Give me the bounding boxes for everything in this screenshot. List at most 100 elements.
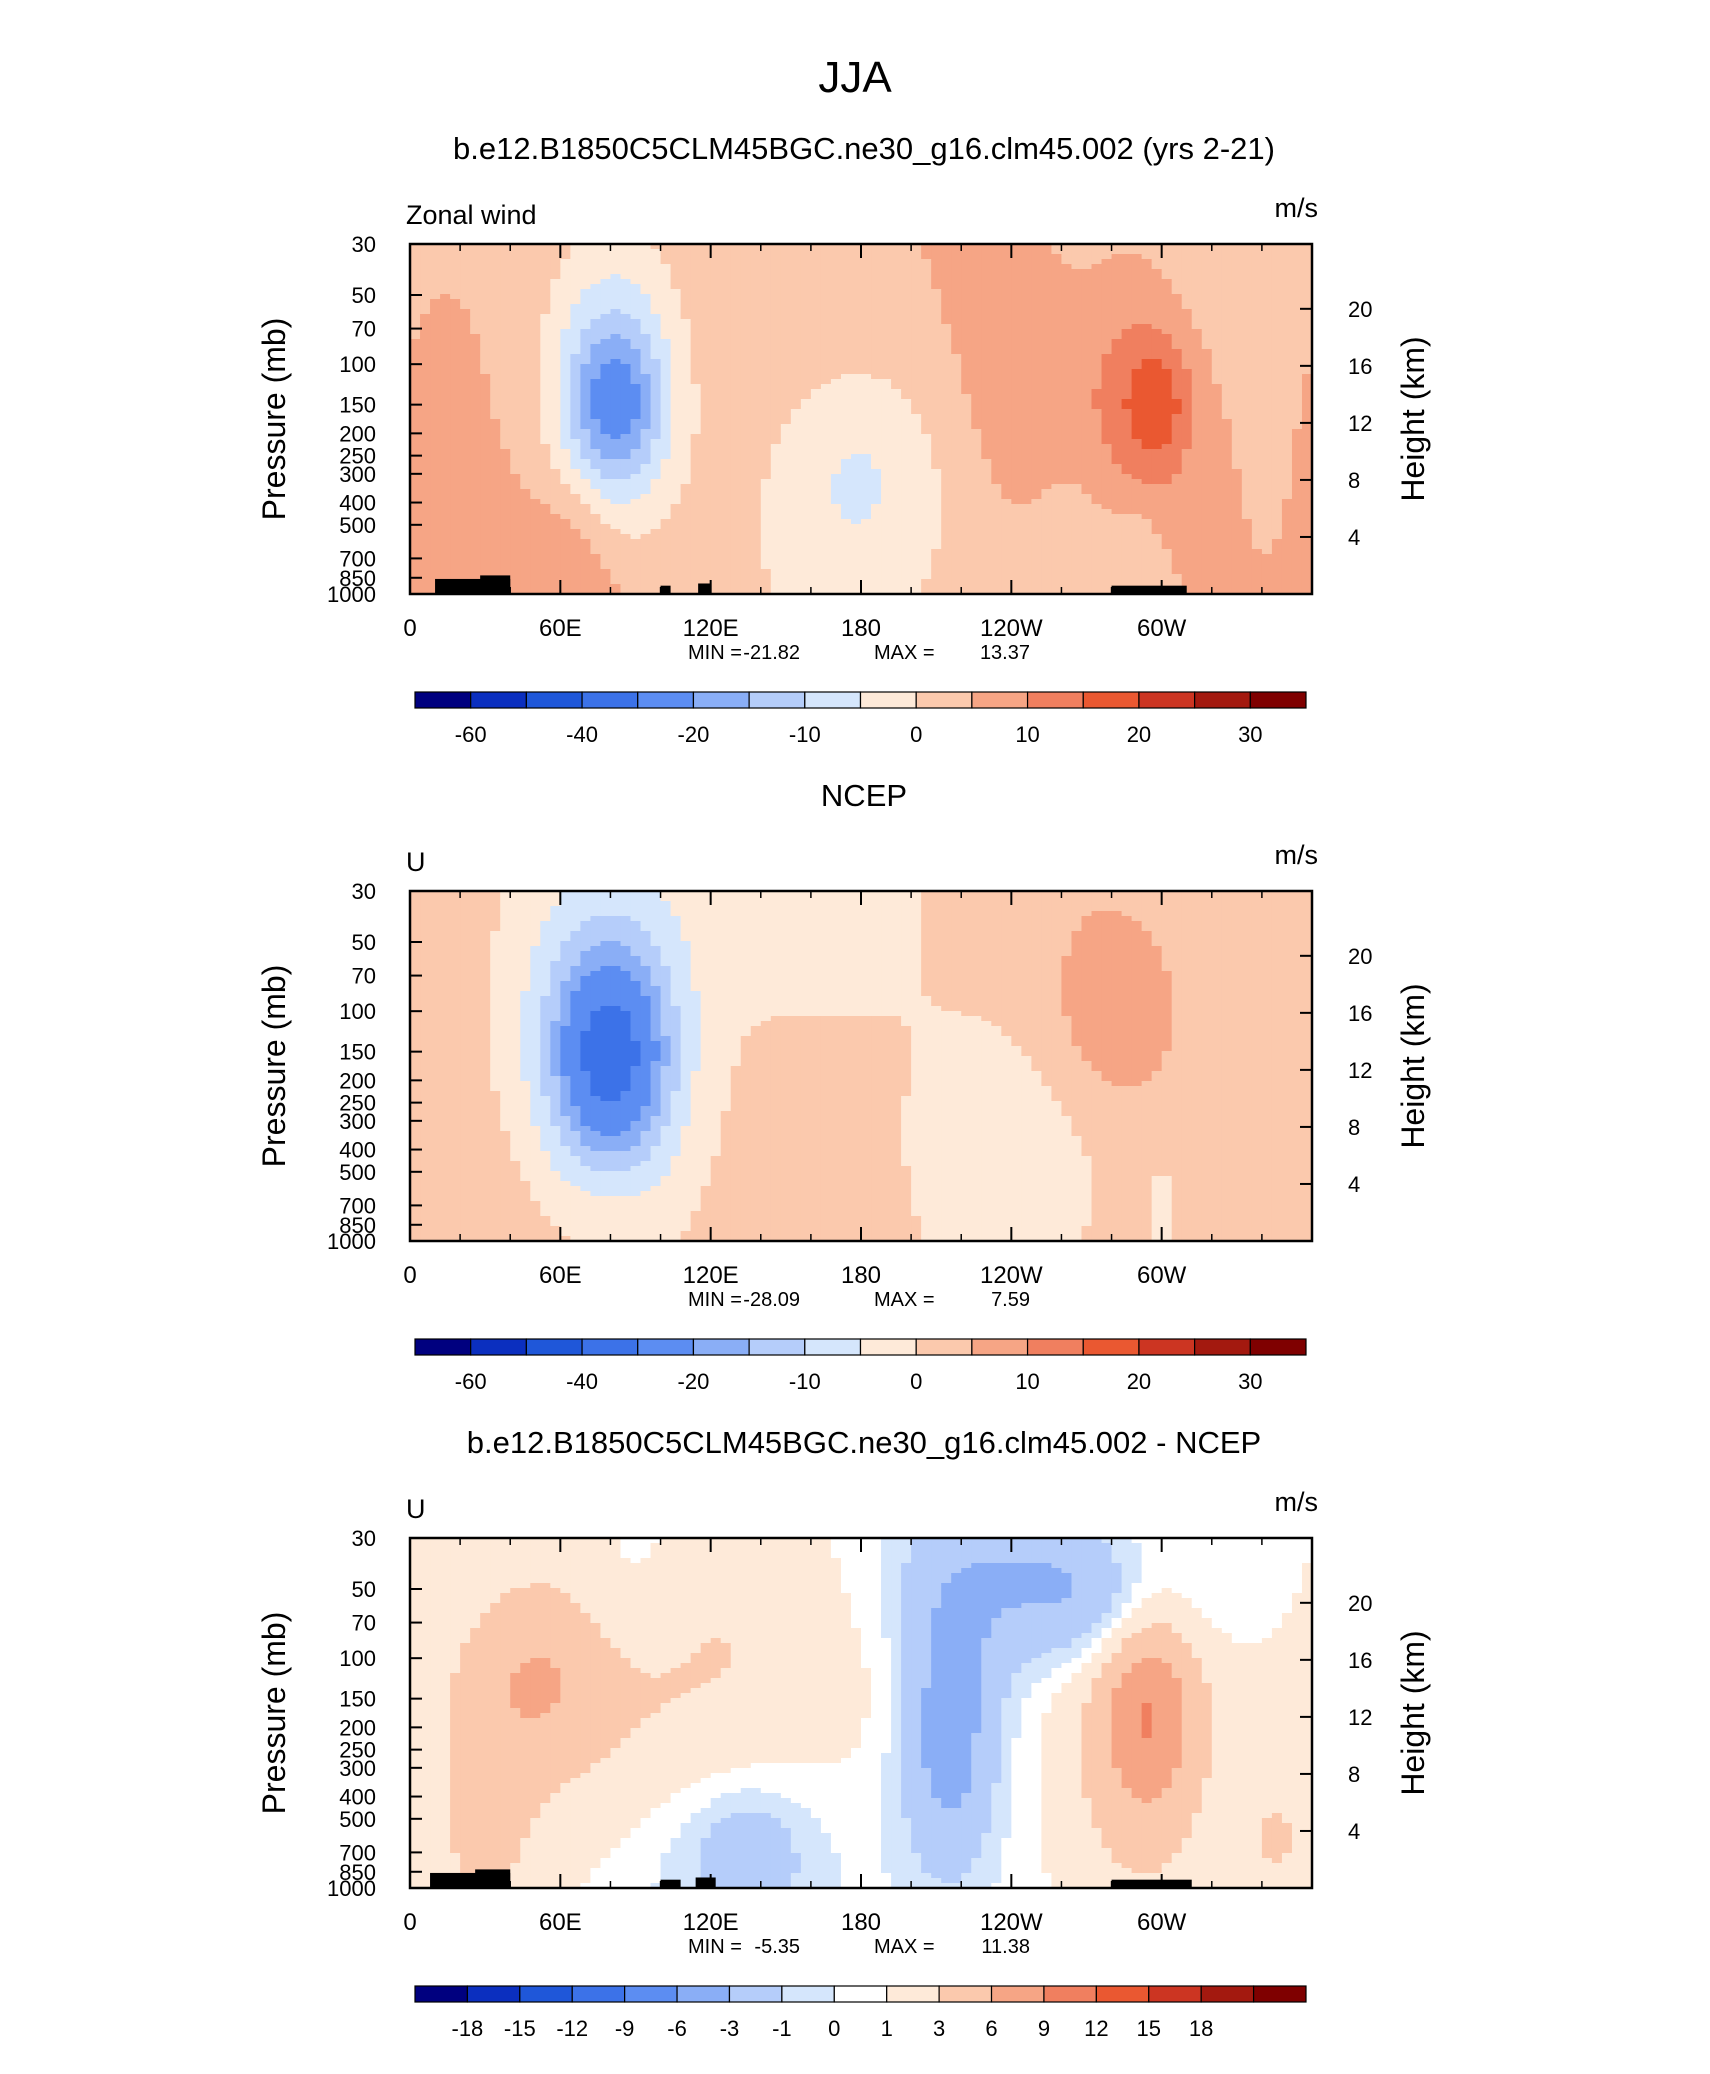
field-cell <box>770 444 782 450</box>
field-cell <box>891 514 902 520</box>
field-cell <box>780 274 792 280</box>
field-cell <box>861 309 872 315</box>
field-cell <box>780 344 792 350</box>
field-cell <box>680 279 692 285</box>
field-cell <box>1001 419 1012 425</box>
field-cell <box>650 334 662 340</box>
field-cell <box>1041 409 1053 415</box>
field-cell <box>1271 304 1283 310</box>
field-cell <box>640 299 652 305</box>
field-cell <box>1151 279 1163 285</box>
field-cell <box>600 389 612 395</box>
field-cell <box>931 439 942 445</box>
field-cell <box>650 374 662 380</box>
field-cell <box>420 284 431 290</box>
field-cell <box>1141 254 1153 260</box>
field-cell <box>1071 279 1083 285</box>
field-cell <box>1151 484 1163 490</box>
field-cell <box>590 384 602 390</box>
field-cell <box>530 304 541 310</box>
field-cell <box>1111 424 1123 430</box>
field-cell <box>770 489 782 495</box>
field-cell <box>861 274 872 280</box>
field-cell <box>450 424 461 430</box>
field-cell <box>510 339 521 345</box>
field-cell <box>490 484 501 490</box>
field-cell <box>1201 439 1213 445</box>
field-cell <box>1141 344 1153 350</box>
field-cell <box>600 354 612 360</box>
field-cell <box>490 469 501 475</box>
field-cell <box>590 439 602 445</box>
field-cell <box>790 394 802 400</box>
field-cell <box>1221 514 1233 520</box>
field-cell <box>720 284 732 290</box>
field-cell <box>700 244 712 250</box>
field-cell <box>630 294 642 300</box>
field-cell <box>941 349 952 355</box>
field-cell <box>1011 484 1022 490</box>
field-cell <box>780 504 792 510</box>
field-cell <box>730 329 742 335</box>
field-cell <box>530 419 541 425</box>
field-cell <box>951 464 962 470</box>
field-cell <box>911 394 922 400</box>
field-cell <box>1051 269 1063 275</box>
field-cell <box>600 374 612 380</box>
field-cell <box>590 339 602 345</box>
field-cell <box>1241 379 1253 385</box>
field-cell <box>951 449 962 455</box>
field-cell <box>891 419 902 425</box>
field-cell <box>891 369 902 375</box>
field-cell <box>740 439 752 445</box>
field-cell <box>590 359 602 365</box>
field-cell <box>730 294 742 300</box>
field-cell <box>961 279 972 285</box>
field-cell <box>820 464 832 470</box>
field-cell <box>951 484 962 490</box>
field-cell <box>740 514 752 520</box>
field-cell <box>1201 294 1213 300</box>
field-cell <box>1091 294 1103 300</box>
field-cell <box>780 464 792 470</box>
field-cell <box>911 489 922 495</box>
field-cell <box>1201 509 1213 515</box>
field-cell <box>951 379 962 385</box>
field-cell <box>580 294 591 300</box>
field-cell <box>1121 384 1133 390</box>
field-cell <box>1081 509 1093 515</box>
field-cell <box>780 354 792 360</box>
field-cell <box>470 414 481 420</box>
field-cell <box>450 324 461 330</box>
field-cell <box>640 359 652 365</box>
field-cell <box>1191 469 1203 475</box>
field-cell <box>1081 349 1093 355</box>
field-cell <box>1111 434 1123 440</box>
field-cell <box>1121 489 1133 495</box>
field-cell <box>1011 334 1022 340</box>
field-cell <box>620 264 632 270</box>
field-cell <box>830 504 842 510</box>
field-cell <box>840 514 852 520</box>
field-cell <box>410 514 421 520</box>
field-cell <box>480 424 491 430</box>
field-cell <box>1071 484 1083 490</box>
field-cell <box>891 284 902 290</box>
field-cell <box>510 359 521 365</box>
field-cell <box>961 269 972 275</box>
field-cell <box>1231 439 1243 445</box>
field-cell <box>520 449 531 455</box>
field-cell <box>921 284 932 290</box>
field-cell <box>410 489 421 495</box>
field-cell <box>460 484 471 490</box>
field-cell <box>1271 339 1283 345</box>
field-cell <box>1051 514 1063 520</box>
field-cell <box>1291 344 1303 350</box>
field-cell <box>840 344 852 350</box>
field-cell <box>730 249 742 255</box>
field-cell <box>500 444 511 450</box>
field-cell <box>820 269 832 275</box>
field-cell <box>770 499 782 505</box>
field-cell <box>680 309 692 315</box>
field-cell <box>490 269 501 275</box>
